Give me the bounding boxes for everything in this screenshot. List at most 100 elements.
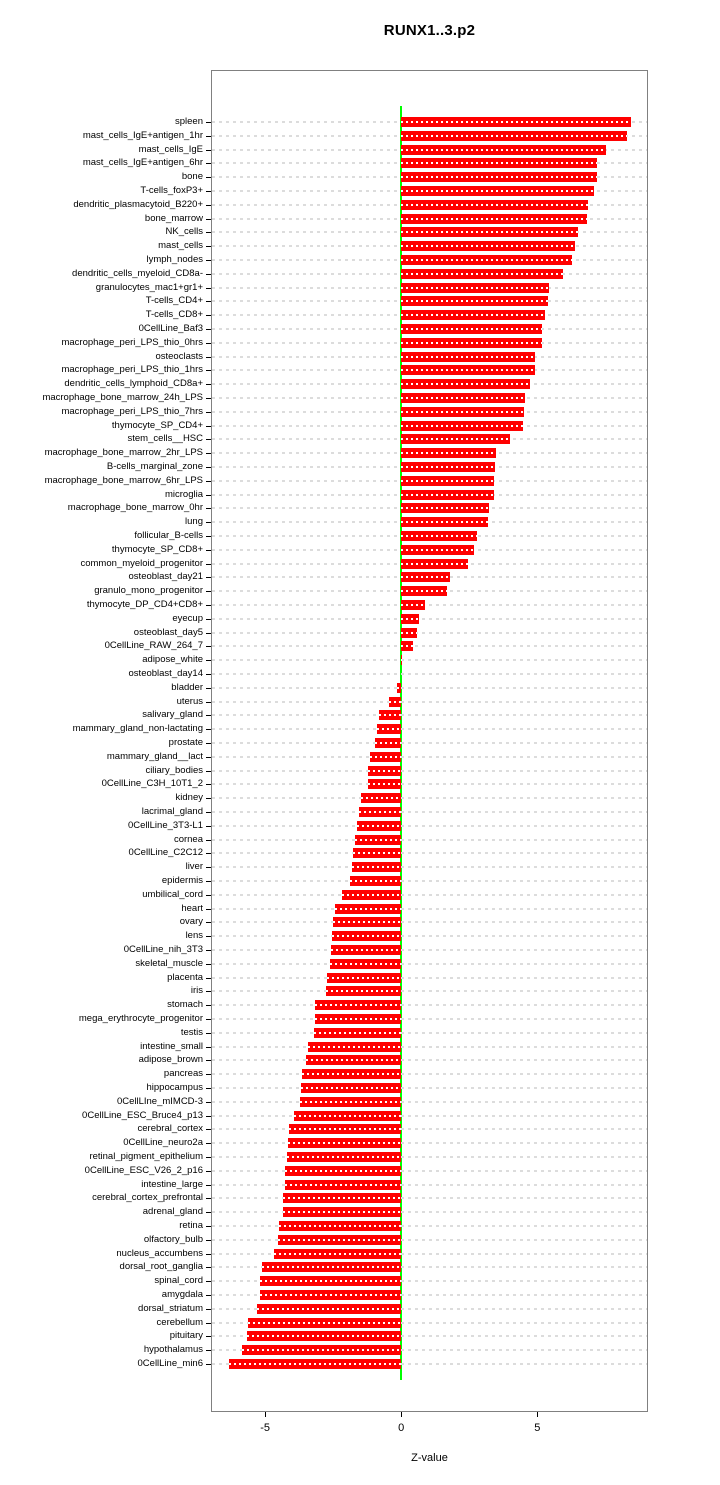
row-gridline: [212, 1004, 647, 1007]
category-label: bone_marrow: [144, 212, 203, 224]
y-axis-tick: [206, 1060, 211, 1062]
bar: [401, 475, 494, 486]
bar: [401, 586, 447, 597]
bar-dash-pattern: [357, 824, 402, 827]
y-axis-tick: [206, 825, 211, 827]
y-axis-tick: [206, 632, 211, 634]
category-label: umbilical_cord: [142, 888, 203, 900]
category-label: spinal_cord: [154, 1275, 203, 1287]
bar: [401, 531, 478, 541]
bar: [401, 158, 598, 169]
y-axis-tick: [206, 770, 211, 772]
category-label: uterus: [176, 695, 203, 707]
bar-dash-pattern: [401, 314, 546, 317]
y-axis-tick: [206, 908, 211, 910]
bar: [260, 1276, 402, 1287]
bar-dash-pattern: [283, 1197, 402, 1200]
bar: [349, 876, 402, 886]
category-label: osteoblast_day14: [128, 668, 203, 679]
bar: [401, 627, 417, 638]
bar-dash-pattern: [379, 714, 402, 717]
y-axis-labels: spleen mast_cells_IgE+antigen_1hr mast_cel…: [0, 70, 203, 1412]
category-label: lung: [185, 516, 203, 528]
y-axis-tick: [206, 1212, 211, 1214]
y-axis-tick: [206, 218, 211, 220]
bar-dash-pattern: [285, 1169, 402, 1172]
category-label: mast_cells: [158, 240, 203, 252]
row-gridline: [212, 1197, 647, 1200]
category-label: liver: [185, 861, 203, 873]
bar: [327, 972, 402, 983]
bar-dash-pattern: [401, 576, 451, 579]
bar: [401, 655, 403, 666]
row-gridline: [212, 1045, 647, 1048]
bar-dash-pattern: [305, 1059, 402, 1062]
category-label: nucleus_accumbens: [116, 1247, 203, 1259]
bar-dash-pattern: [401, 121, 632, 123]
y-axis-tick: [206, 246, 211, 248]
y-axis-tick: [206, 1239, 211, 1241]
category-label: thymocyte_SP_CD4+: [111, 419, 203, 431]
category-label: spleen: [175, 116, 203, 127]
y-axis-tick: [206, 853, 211, 855]
category-label: macrophage_bone_marrow_6hr_LPS: [44, 474, 203, 486]
y-axis-tick: [206, 798, 211, 800]
category-label: mast_cells_IgE+antigen_6hr: [82, 157, 203, 169]
y-axis-tick: [206, 122, 211, 123]
bar-dash-pattern: [361, 797, 402, 800]
y-axis-tick: [206, 508, 211, 510]
y-axis-tick: [206, 660, 211, 662]
category-label: mast_cells_IgE+antigen_1hr: [82, 129, 203, 141]
bar: [301, 1069, 402, 1080]
y-axis-tick: [206, 1074, 211, 1076]
bar: [294, 1110, 402, 1121]
y-axis-tick: [206, 149, 211, 151]
plot-inner: [206, 71, 647, 1411]
bar-dash-pattern: [349, 880, 402, 882]
bar-dash-pattern: [401, 466, 495, 468]
y-axis-tick: [206, 1019, 211, 1020]
bar-dash-pattern: [401, 162, 598, 165]
row-gridline: [212, 907, 647, 910]
bar-dash-pattern: [289, 1128, 402, 1131]
bar: [352, 848, 402, 859]
y-axis-tick: [206, 163, 211, 165]
bar-dash-pattern: [401, 341, 543, 344]
y-axis-tick: [206, 1170, 211, 1172]
category-label: T-cells_foxP3+: [140, 185, 203, 196]
bar: [358, 807, 402, 817]
row-gridline: [212, 1128, 647, 1131]
bar-dash-pattern: [401, 355, 536, 358]
bar: [308, 1041, 402, 1052]
y-axis-tick: [206, 605, 211, 606]
x-axis-tick-label: -5: [260, 1422, 270, 1434]
bar-dash-pattern: [401, 203, 588, 206]
row-gridline: [212, 1307, 647, 1310]
row-gridline: [212, 866, 647, 869]
y-axis-tick: [206, 1198, 211, 1200]
category-label: macrophage_peri_LPS_thio_0hrs: [61, 336, 203, 348]
bar: [341, 889, 402, 900]
y-axis-tick: [206, 315, 211, 317]
bar: [325, 986, 402, 997]
row-gridline: [212, 783, 647, 786]
category-label: 0CellLine_ESC_V26_2_p16: [84, 1164, 203, 1176]
y-axis-tick: [206, 260, 211, 261]
bar: [401, 544, 474, 555]
category-label: 0CellLine_RAW_264_7: [104, 640, 203, 652]
row-gridline: [212, 769, 647, 772]
category-label: bone: [181, 171, 203, 183]
bar-dash-pattern: [401, 383, 531, 386]
y-axis-tick: [206, 1281, 211, 1283]
category-label: 0CellLine_min6: [137, 1358, 203, 1369]
bar: [401, 558, 469, 569]
category-label: macrophage_peri_LPS_thio_1hrs: [61, 364, 203, 376]
category-label: thymocyte_SP_CD8+: [111, 543, 203, 555]
row-gridline: [212, 1156, 647, 1158]
x-axis-title: Z-value: [411, 1452, 448, 1464]
y-axis-tick: [206, 1267, 211, 1269]
bar: [242, 1345, 402, 1356]
row-gridline: [212, 604, 647, 606]
bar: [352, 862, 402, 873]
bar: [401, 641, 414, 652]
